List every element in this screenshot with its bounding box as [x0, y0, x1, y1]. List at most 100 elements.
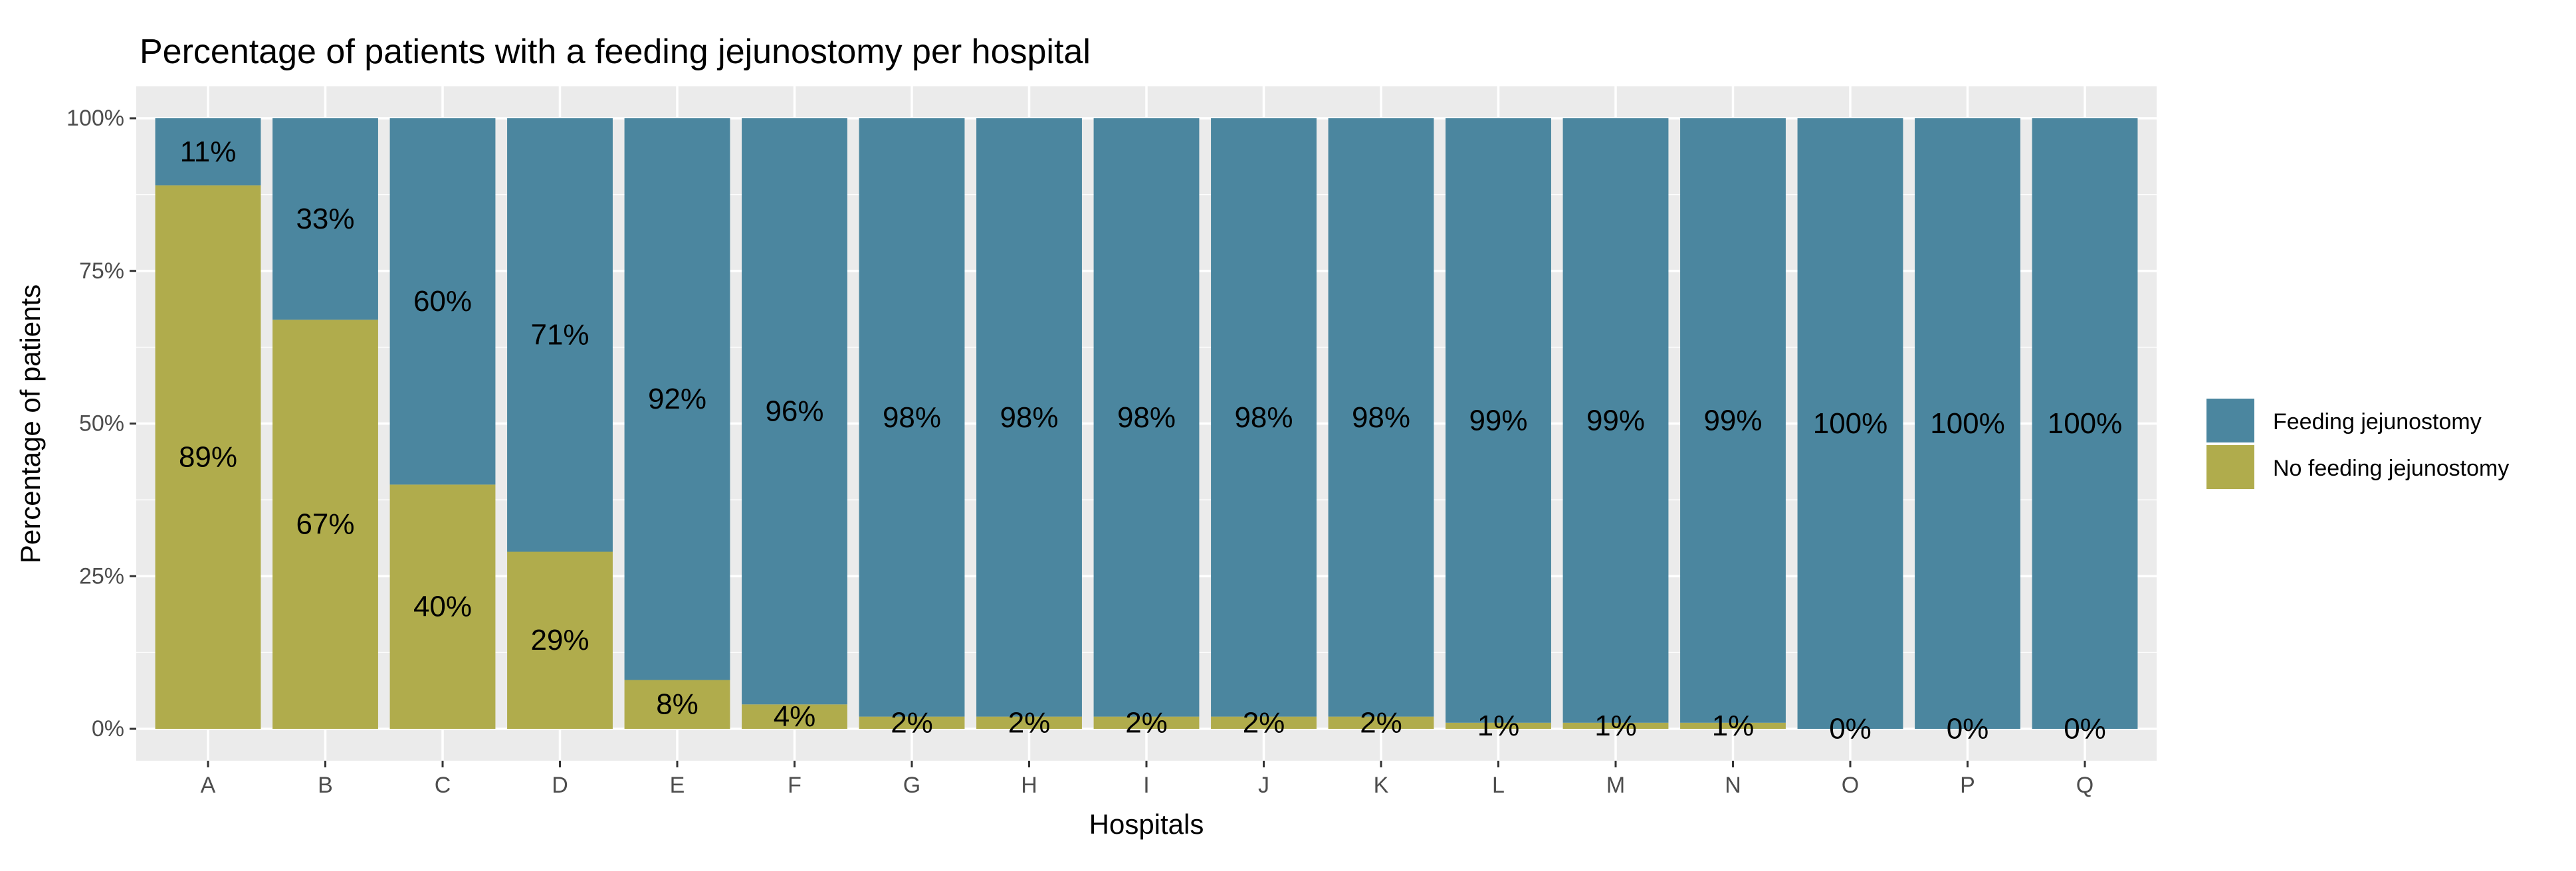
bar-no-feeding-g: [859, 716, 965, 729]
bar-label-no-feeding-h: 2%: [1008, 706, 1051, 739]
bar-label-no-feeding-j: 2%: [1243, 706, 1285, 739]
bar-label-feeding-b: 33%: [296, 203, 354, 235]
bar-no-feeding-d: [507, 551, 613, 729]
bar-label-no-feeding-m: 1%: [1594, 710, 1637, 742]
x-axis: A B C D E F G H I J K L M N O P Q: [201, 761, 2093, 798]
bar-no-feeding-j: [1211, 716, 1317, 729]
bar-feeding-g: [859, 118, 965, 717]
legend-key-feeding: [2206, 399, 2254, 442]
bar-feeding-a: [155, 118, 261, 186]
bar-label-no-feeding-l: 1%: [1477, 710, 1520, 742]
bar-feeding-o: [1797, 118, 1903, 729]
bar-label-feeding-g: 98%: [883, 401, 941, 434]
bar-label-no-feeding-i: 2%: [1125, 706, 1168, 739]
y-axis: 0% 25% 50% 75% 100%: [66, 106, 136, 741]
bar-no-feeding-a: [155, 185, 261, 729]
bar-label-no-feeding-b: 67%: [296, 508, 354, 541]
bar-feeding-f: [742, 118, 847, 705]
bar-label-feeding-p: 100%: [1930, 407, 2005, 440]
bar-label-feeding-e: 92%: [648, 383, 706, 415]
bar-feeding-c: [389, 118, 496, 485]
y-tick-label: 100%: [66, 106, 124, 131]
bar-feeding-k: [1328, 118, 1434, 717]
x-tick-label: B: [318, 773, 333, 798]
bar-label-no-feeding-a: 89%: [179, 441, 237, 474]
bar-feeding-q: [2032, 118, 2138, 729]
bar-label-feeding-o: 100%: [1813, 407, 1888, 440]
bar-label-no-feeding-d: 29%: [530, 624, 589, 656]
bar-no-feeding-k: [1328, 716, 1434, 729]
bar-feeding-j: [1211, 118, 1317, 717]
y-tick-label: 0%: [92, 716, 124, 741]
bar-label-no-feeding-c: 40%: [413, 591, 472, 623]
legend-label-no-feeding: No feeding jejunostomy: [2273, 456, 2509, 481]
bar-labels: 89% 11% 67% 33% 40% 60% 29% 71% 8% 92% 4% 96% 2% 98% 2…: [179, 136, 2122, 745]
x-tick-label: P: [1960, 773, 1975, 798]
bar-label-no-feeding-n: 1%: [1712, 710, 1755, 742]
y-axis-title: Percentage of patients: [15, 284, 46, 563]
x-tick-label: N: [1725, 773, 1741, 798]
bar-label-feeding-j: 98%: [1234, 401, 1293, 434]
legend-key-no-feeding: [2206, 445, 2254, 489]
legend: Feeding jejunostomy No feeding jejunostom…: [2206, 399, 2509, 489]
bar-no-feeding-f: [742, 704, 847, 729]
bar-label-feeding-h: 98%: [1000, 401, 1058, 434]
bar-no-feeding-l: [1446, 722, 1551, 729]
bar-no-feeding-c: [389, 484, 496, 729]
bar-feeding-l: [1446, 118, 1551, 723]
bar-feeding-d: [507, 118, 613, 552]
bar-feeding-n: [1680, 118, 1786, 723]
x-axis-title: Hospitals: [1089, 809, 1204, 840]
x-tick-label: A: [201, 773, 216, 798]
bar-label-feeding-k: 98%: [1352, 401, 1410, 434]
bar-label-no-feeding-k: 2%: [1360, 706, 1402, 739]
y-tick-label: 75%: [79, 258, 124, 284]
y-tick-label: 50%: [79, 411, 124, 436]
bar-label-feeding-a: 11%: [180, 136, 237, 168]
bar-label-no-feeding-g: 2%: [891, 706, 933, 739]
x-tick-label: M: [1606, 773, 1625, 798]
bar-label-no-feeding-o: 0%: [1829, 713, 1872, 745]
x-tick-label: H: [1021, 773, 1037, 798]
bar-label-feeding-c: 60%: [413, 285, 472, 318]
bar-label-feeding-f: 96%: [765, 395, 823, 428]
bar-label-feeding-d: 71%: [530, 319, 589, 351]
bar-label-no-feeding-p: 0%: [1947, 713, 1989, 745]
x-tick-label: L: [1492, 773, 1505, 798]
bar-no-feeding-e: [624, 680, 730, 729]
bar-feeding-h: [976, 118, 1082, 717]
bar-label-feeding-n: 99%: [1703, 404, 1762, 436]
x-tick-label: K: [1374, 773, 1389, 798]
x-tick-label: I: [1143, 773, 1149, 798]
bar-label-feeding-m: 99%: [1586, 404, 1645, 436]
bar-feeding-m: [1562, 118, 1669, 723]
x-tick-label: D: [552, 773, 568, 798]
bar-no-feeding-b: [272, 320, 378, 729]
bar-feeding-i: [1093, 118, 1200, 717]
x-tick-label: E: [670, 773, 685, 798]
bar-label-no-feeding-e: 8%: [656, 688, 698, 721]
bar-label-feeding-q: 100%: [2048, 407, 2123, 440]
legend-label-feeding: Feeding jejunostomy: [2273, 409, 2482, 435]
bar-label-no-feeding-q: 0%: [2064, 713, 2106, 745]
bar-no-feeding-h: [976, 716, 1082, 729]
bar-no-feeding-m: [1562, 722, 1669, 729]
bar-no-feeding-n: [1680, 722, 1786, 729]
x-tick-label: O: [1842, 773, 1859, 798]
x-tick-label: Q: [2076, 773, 2093, 798]
x-tick-label: G: [903, 773, 920, 798]
bar-no-feeding-i: [1093, 716, 1200, 729]
bar-label-no-feeding-f: 4%: [774, 700, 816, 733]
bars: [155, 118, 2138, 729]
bar-label-feeding-i: 98%: [1117, 401, 1176, 434]
x-tick-label: C: [435, 773, 451, 798]
chart-title: Percentage of patients with a feeding je…: [140, 33, 1091, 71]
y-tick-label: 25%: [79, 563, 124, 589]
bar-feeding-p: [1915, 118, 2020, 729]
bar-label-feeding-l: 99%: [1469, 404, 1527, 436]
bar-feeding-e: [624, 118, 730, 680]
bar-feeding-b: [272, 118, 378, 320]
x-tick-label: J: [1258, 773, 1269, 798]
x-tick-label: F: [788, 773, 802, 798]
